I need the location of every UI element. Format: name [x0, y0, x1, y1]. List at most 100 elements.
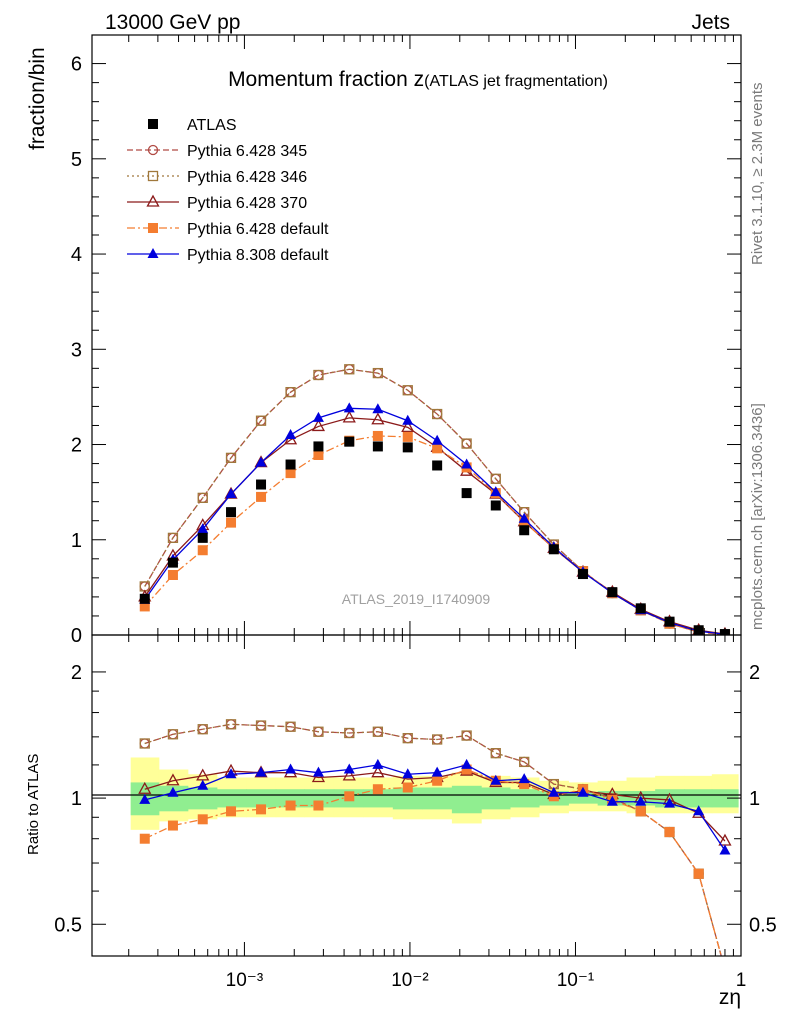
main-data-point: [225, 488, 237, 499]
ratio-data-point: [167, 786, 179, 797]
ratio-data-point: [664, 797, 676, 808]
legend-marker: [148, 119, 158, 129]
x-tick-label: 10⁻¹: [557, 970, 595, 991]
main-data-point: [490, 486, 502, 497]
ratio-data-point: [371, 765, 385, 778]
ratio-data-point: [285, 721, 296, 732]
ratio-data-point: [635, 795, 647, 806]
main-data-point: [255, 415, 267, 426]
legend-label: Pythia 6.428 345: [187, 143, 307, 160]
main-y-axis-label: fraction/bin: [26, 47, 49, 150]
ratio-data-point: [693, 868, 704, 879]
ratio-data-point: [432, 775, 443, 786]
ratio-data-point: [490, 748, 501, 759]
ratio-series-0: [139, 719, 729, 974]
ratio-data-point: [343, 763, 355, 774]
main-data-point: [401, 420, 415, 433]
main-data-point: [518, 512, 530, 523]
main-series-layer: [138, 364, 731, 635]
main-data-point: [461, 438, 472, 449]
ratio-data-point: [720, 965, 729, 974]
y-tick-label: 1: [71, 530, 82, 552]
main-data-point: [371, 412, 385, 425]
main-data-point: [256, 491, 267, 502]
ratio-plot-frame: [91, 634, 742, 957]
y-tick-label: 3: [71, 339, 82, 361]
rivet-version-label: Rivet 3.1.10, ≥ 2.3M events: [749, 83, 766, 266]
ratio-data-point: [519, 779, 530, 790]
inner-band-bin: [246, 789, 277, 808]
ratio-data-point: [139, 833, 150, 844]
main-data-point: [197, 523, 209, 534]
main-series-line: [144, 368, 726, 635]
x-tick-label: 10⁻³: [226, 970, 264, 991]
main-data-point: [197, 545, 208, 556]
legend-marker: [147, 248, 159, 258]
main-series-line: [144, 368, 726, 635]
main-data-point: [607, 587, 618, 598]
ratio-data-point: [372, 758, 384, 769]
main-data-point: [197, 492, 208, 504]
ratio-data-point: [255, 766, 267, 777]
ratio-data-point: [225, 719, 237, 730]
main-data-point: [256, 479, 267, 490]
main-data-point: [285, 459, 296, 470]
ratio-data-point: [138, 781, 152, 794]
inner-band-bin: [711, 789, 739, 808]
ratio-data-point: [197, 779, 209, 790]
ratio-data-point: [461, 758, 473, 769]
ratio-y-tick-label: 2: [71, 662, 82, 684]
inner-band-bin: [422, 787, 453, 810]
main-data-point: [344, 364, 355, 375]
ratio-data-point: [606, 795, 618, 806]
ratio-data-point: [372, 784, 383, 795]
main-data-point: [664, 616, 675, 627]
ratio-data-point: [342, 768, 356, 781]
ratio-data-point: [519, 756, 530, 768]
inner-band-bin: [216, 789, 247, 808]
ratio-data-point: [167, 820, 178, 831]
ratio-series-line: [144, 723, 722, 956]
main-data-point: [139, 593, 150, 604]
ratio-data-point: [372, 726, 384, 737]
main-data-point: [197, 532, 208, 543]
main-data-point: [313, 441, 324, 452]
legend-marker: [146, 194, 160, 207]
legend-item: Pythia 6.428 370: [127, 194, 307, 212]
ratio-data-point: [344, 727, 355, 739]
main-data-point: [313, 450, 324, 460]
ratio-y-tick-label-right: 1: [749, 788, 760, 810]
main-data-point: [461, 458, 473, 469]
ratio-y-tick-label: 1: [71, 788, 82, 810]
legend-marker: [148, 223, 158, 233]
uncertainty-bands: [130, 757, 739, 830]
ratio-data-point: [402, 782, 413, 793]
x-tick-label: 1: [736, 970, 747, 991]
ratio-series-line: [144, 723, 722, 956]
ratio-data-point: [256, 804, 267, 815]
legend-item: Pythia 6.428 346: [127, 169, 307, 186]
main-data-point: [226, 507, 237, 518]
ratio-y-axis-label: Ratio to ATLAS: [25, 754, 42, 855]
ratio-data-point: [664, 827, 675, 838]
ratio-data-point: [720, 965, 729, 974]
ratio-data-point: [285, 763, 297, 774]
y-tick-label: 2: [71, 435, 82, 457]
inner-band-bin: [187, 787, 218, 810]
ratio-data-point: [635, 806, 646, 817]
inner-band-bin: [275, 789, 305, 808]
main-data-point: [139, 601, 150, 612]
ratio-series-layer: [138, 719, 732, 974]
main-data-point: [285, 386, 296, 398]
source-label: mcplots.cern.ch [arXiv:1306.3436]: [749, 403, 766, 630]
inner-band-bin: [481, 787, 511, 810]
main-data-point: [343, 402, 355, 413]
ratio-data-point: [720, 964, 730, 974]
main-data-point: [342, 410, 356, 423]
main-series-5: [139, 436, 730, 635]
legend-label: ATLAS: [187, 117, 237, 134]
main-data-point: [402, 385, 413, 396]
main-data-point: [402, 431, 413, 442]
inner-band-bin: [509, 789, 540, 808]
